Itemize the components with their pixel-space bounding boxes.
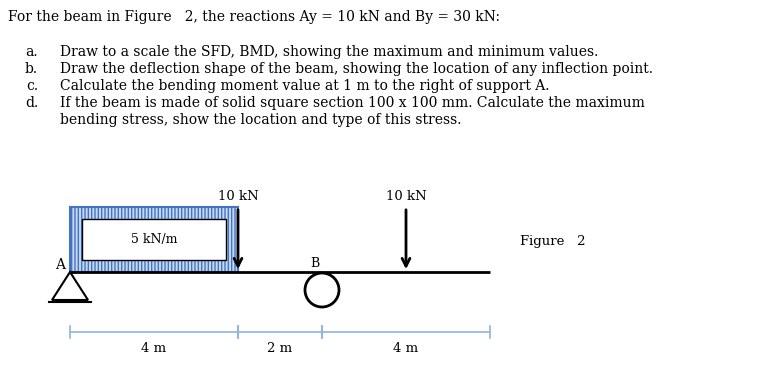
Text: Calculate the bending moment value at 1 m to the right of support A.: Calculate the bending moment value at 1 … <box>60 79 549 93</box>
Text: 10 kN: 10 kN <box>218 190 258 203</box>
Text: Draw to a scale the SFD, BMD, showing the maximum and minimum values.: Draw to a scale the SFD, BMD, showing th… <box>60 45 598 59</box>
Text: 2 m: 2 m <box>267 342 293 355</box>
Text: 4 m: 4 m <box>141 342 167 355</box>
Text: Draw the deflection shape of the beam, showing the location of any inflection po: Draw the deflection shape of the beam, s… <box>60 62 653 76</box>
Text: a.: a. <box>25 45 38 59</box>
Text: B: B <box>311 257 320 270</box>
Text: bending stress, show the location and type of this stress.: bending stress, show the location and ty… <box>60 113 461 127</box>
Text: For the beam in Figure   2, the reactions Ay = 10 kN and By = 30 kN:: For the beam in Figure 2, the reactions … <box>8 10 500 24</box>
Bar <box>82 219 226 260</box>
Text: c.: c. <box>26 79 38 93</box>
Bar <box>70 207 238 272</box>
Text: b.: b. <box>25 62 38 76</box>
Text: If the beam is made of solid square section 100 x 100 mm. Calculate the maximum: If the beam is made of solid square sect… <box>60 96 645 110</box>
Text: 4 m: 4 m <box>393 342 419 355</box>
Text: Figure   2: Figure 2 <box>520 236 585 248</box>
Text: A: A <box>55 258 65 272</box>
Text: d.: d. <box>24 96 38 110</box>
Text: 5 kN/m: 5 kN/m <box>131 233 177 246</box>
Text: 10 kN: 10 kN <box>386 190 426 203</box>
